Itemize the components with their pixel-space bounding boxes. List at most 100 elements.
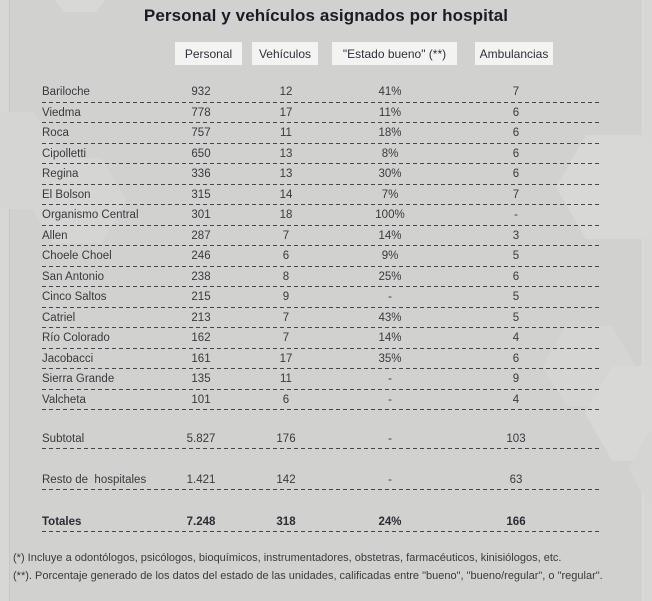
table-row: Catriel 213 7 43% 5 xyxy=(42,308,602,329)
value-cell: 13 xyxy=(279,168,293,181)
hospital-name-cell: Resto de hospitales xyxy=(42,473,147,486)
value-cell: 14% xyxy=(378,332,402,345)
value-cell: 17 xyxy=(279,106,293,119)
table-row: San Antonio 238 8 25% 6 xyxy=(42,267,602,288)
value-cell: 238 xyxy=(191,270,211,283)
value-cell: 3 xyxy=(512,229,520,242)
hospital-name-cell: Catriel xyxy=(42,311,76,324)
value-cell: 63 xyxy=(509,473,523,486)
value-cell: 287 xyxy=(191,229,211,242)
value-cell: 7% xyxy=(381,188,399,201)
table-row: Jacobacci 161 17 35% 6 xyxy=(42,349,602,370)
value-cell: 142 xyxy=(276,473,296,486)
value-cell: 7 xyxy=(512,188,520,201)
value-cell: 11% xyxy=(378,106,402,119)
hospital-name-cell: Allen xyxy=(42,229,68,242)
value-cell: 9% xyxy=(381,250,399,263)
value-cell: 6 xyxy=(512,127,520,140)
hospital-name-cell: Choele Choel xyxy=(42,250,112,263)
table-row-resto-de-hospitales: Resto de hospitales 1.421 142 - 63 xyxy=(42,469,602,490)
value-cell: 12 xyxy=(279,86,293,99)
footnotes: (*) Incluye a odontólogos, psicólogos, b… xyxy=(13,549,642,585)
value-cell: 11 xyxy=(280,127,292,140)
value-cell: 5 xyxy=(512,291,520,304)
value-cell: 1.421 xyxy=(186,473,216,486)
value-cell: 336 xyxy=(191,168,211,181)
value-cell: 315 xyxy=(191,188,211,201)
value-cell: 6 xyxy=(282,250,290,263)
value-cell: 161 xyxy=(191,352,211,365)
table-row: Roca 757 11 18% 6 xyxy=(42,123,602,144)
hospital-name-cell: Regina xyxy=(42,168,79,181)
value-cell: 8 xyxy=(282,270,290,283)
value-cell: 14 xyxy=(279,188,293,201)
hospital-name-cell: Organismo Central xyxy=(42,209,139,222)
value-cell: - xyxy=(388,393,392,406)
value-cell: 24% xyxy=(378,515,402,528)
value-cell: 650 xyxy=(191,147,211,160)
value-cell: 18% xyxy=(378,127,402,140)
value-cell: 757 xyxy=(191,127,211,140)
hospital-name-cell: Sierra Grande xyxy=(42,373,115,386)
value-cell: 14% xyxy=(378,229,402,242)
page-edge-left xyxy=(0,0,10,601)
value-cell: 7 xyxy=(282,311,290,324)
hospital-name-cell: El Bolson xyxy=(42,188,91,201)
value-cell: 6 xyxy=(512,106,520,119)
table-row: Choele Choel 246 6 9% 5 xyxy=(42,246,602,267)
hospital-name-cell: Totales xyxy=(42,515,82,528)
table-row: Viedma 778 17 11% 6 xyxy=(42,103,602,124)
hospital-name-cell: Jacobacci xyxy=(42,352,94,365)
value-cell: 25% xyxy=(378,270,402,283)
value-cell: 5 xyxy=(512,311,520,324)
value-cell: 7 xyxy=(282,229,290,242)
value-cell: 932 xyxy=(191,86,211,99)
page-edge-right xyxy=(642,0,652,601)
value-cell: 246 xyxy=(191,250,211,263)
value-cell: - xyxy=(514,209,518,222)
hospital-table-body: Bariloche 932 12 41% 7 Viedma 778 17 11% 6 Roca 757… xyxy=(42,82,602,410)
value-cell: 9 xyxy=(512,373,520,386)
value-cell: 778 xyxy=(191,106,211,119)
hospital-name-cell: Viedma xyxy=(42,106,81,119)
column-header-personal: Personal xyxy=(175,42,242,65)
value-cell: 18 xyxy=(279,209,293,222)
value-cell: 166 xyxy=(506,515,526,528)
page-title: Personal y vehículos asignados por hospi… xyxy=(143,6,509,25)
table-row: Bariloche 932 12 41% 7 xyxy=(42,82,602,103)
value-cell: 17 xyxy=(279,352,293,365)
hexagon-watermark xyxy=(48,0,112,12)
value-cell: 6 xyxy=(512,168,520,181)
hospital-name-cell: Bariloche xyxy=(42,86,90,99)
table-row: Cipolletti 650 13 8% 6 xyxy=(42,144,602,165)
hospital-name-cell: San Antonio xyxy=(42,270,105,283)
value-cell: 215 xyxy=(191,291,211,304)
value-cell: 7 xyxy=(282,332,290,345)
column-header-estado-bueno: "Estado bueno" (**) xyxy=(332,42,457,65)
value-cell: 213 xyxy=(191,311,211,324)
table-row: Regina 336 13 30% 6 xyxy=(42,164,602,185)
hospital-name-cell: Cipolletti xyxy=(42,147,87,160)
value-cell: 9 xyxy=(282,291,290,304)
value-cell: 135 xyxy=(191,373,211,386)
value-cell: - xyxy=(388,473,392,486)
value-cell: 6 xyxy=(512,352,520,365)
value-cell: 4 xyxy=(512,332,520,345)
table-row-subtotal: Subtotal 5.827 176 - 103 xyxy=(42,428,602,449)
table-row: Organismo Central 301 18 100% - xyxy=(42,205,602,226)
value-cell: 35% xyxy=(378,352,402,365)
value-cell: 41% xyxy=(378,86,402,99)
value-cell: 7 xyxy=(512,86,520,99)
hospital-name-cell: Río Colorado xyxy=(42,332,110,345)
value-cell: 101 xyxy=(191,393,211,406)
table-row: Valcheta 101 6 - 4 xyxy=(42,390,602,411)
value-cell: 5 xyxy=(512,250,520,263)
table-row: Río Colorado 162 7 14% 4 xyxy=(42,328,602,349)
footnote-double-asterisk: (**). Porcentaje generado de los datos d… xyxy=(13,570,603,582)
value-cell: 8% xyxy=(381,147,399,160)
table-row: Sierra Grande 135 11 - 9 xyxy=(42,369,602,390)
value-cell: 100% xyxy=(375,209,405,222)
value-cell: 162 xyxy=(191,332,211,345)
value-cell: - xyxy=(388,432,392,445)
table-row-totales: Totales 7.248 318 24% 166 xyxy=(42,511,602,532)
